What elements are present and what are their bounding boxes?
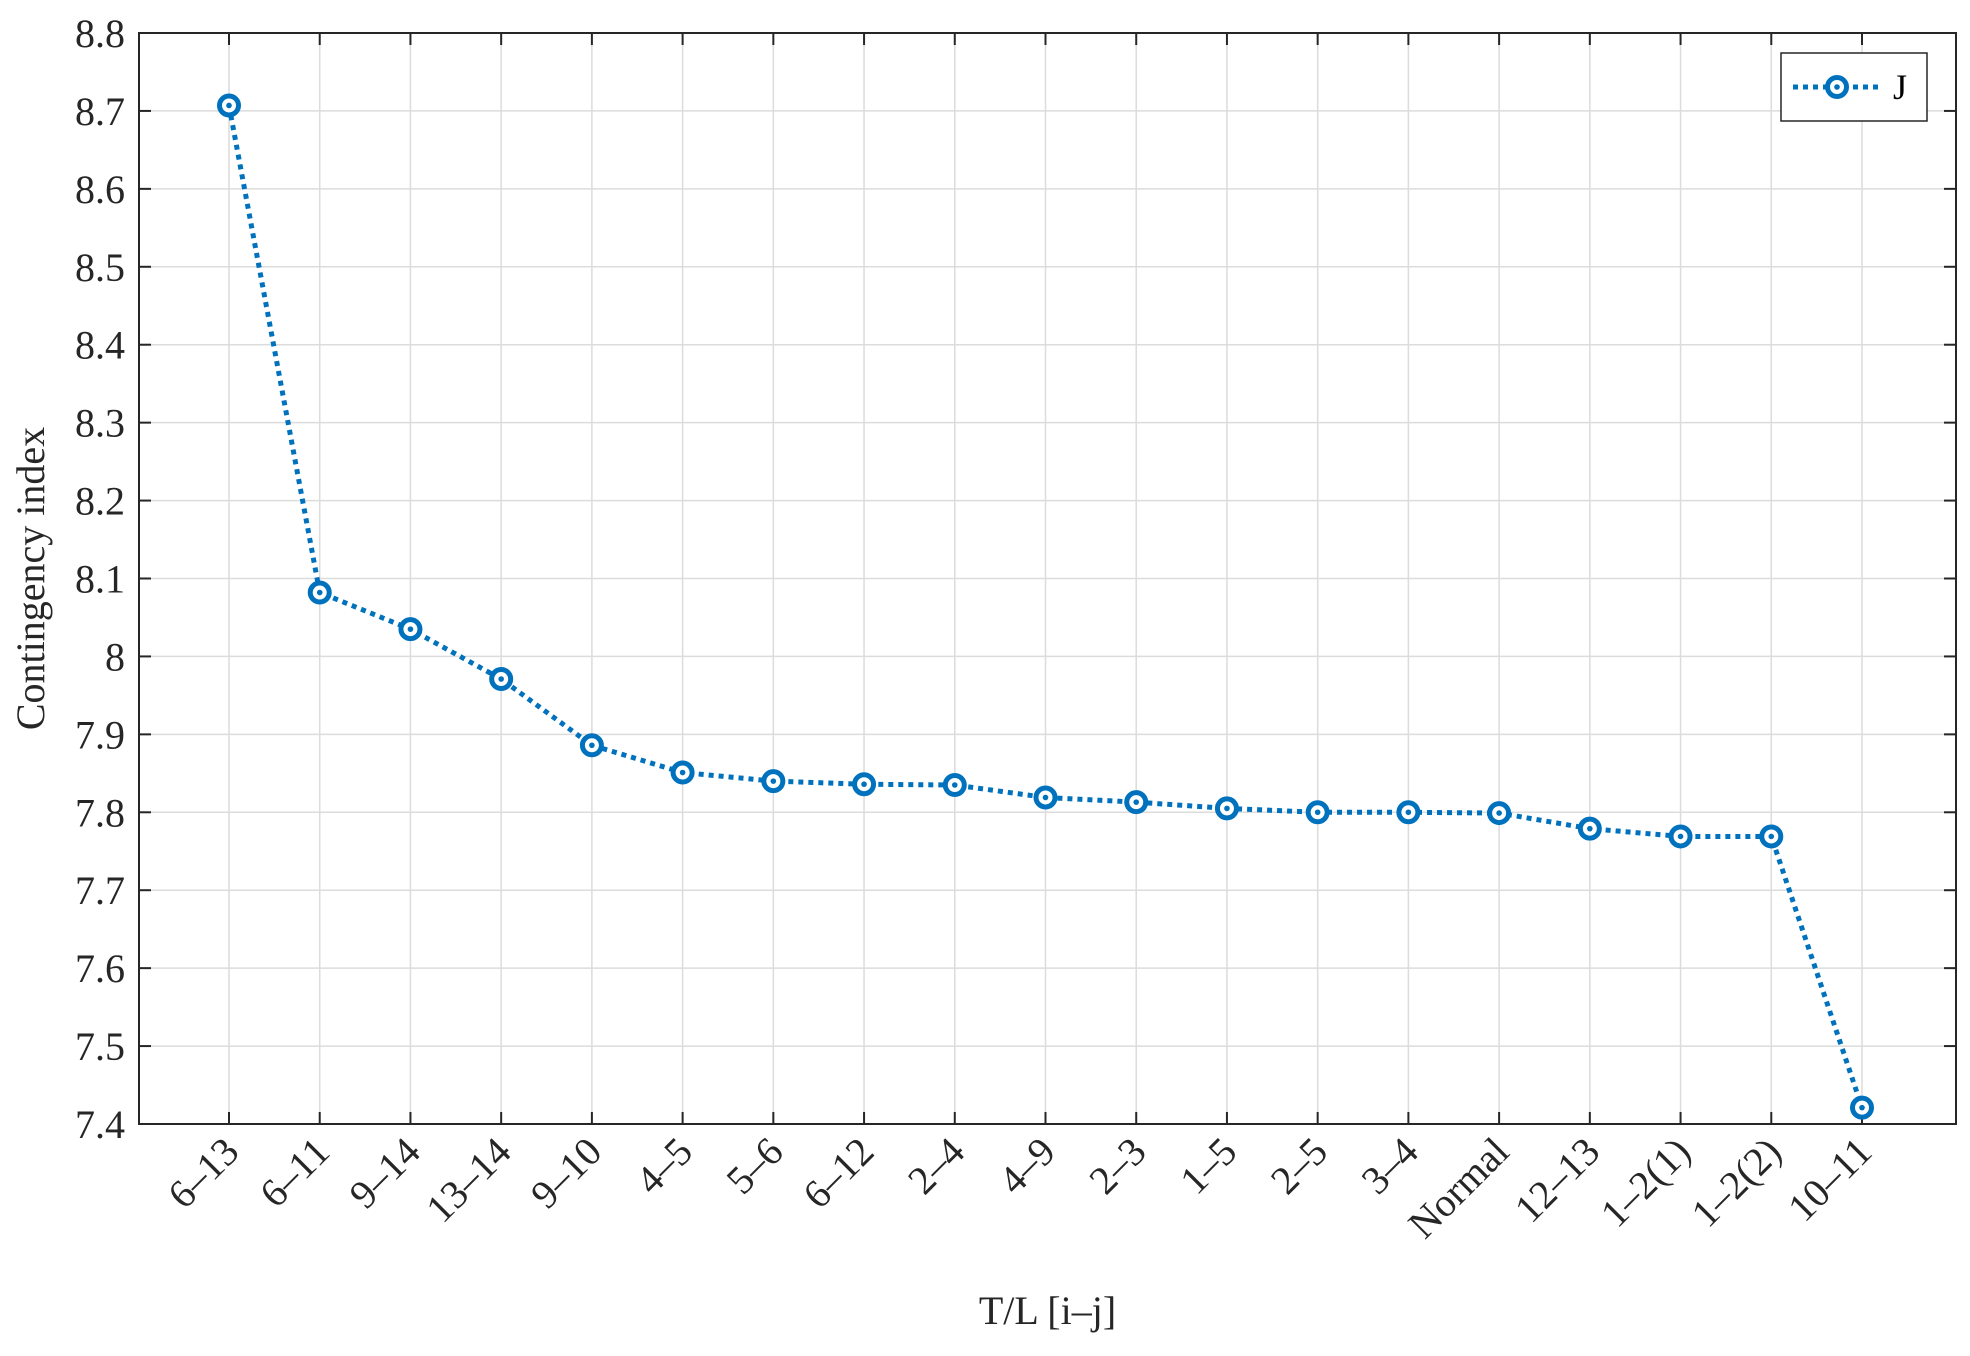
data-point-center <box>1042 794 1049 801</box>
y-tick-label: 8.4 <box>75 323 125 368</box>
x-tick-label: 6–11 <box>251 1129 338 1216</box>
x-tick-label: Normal <box>1399 1129 1517 1247</box>
y-tick-label: 8.7 <box>75 89 125 134</box>
x-tick-label: 6–12 <box>794 1129 882 1217</box>
y-tick-label: 8.5 <box>75 245 125 290</box>
x-tick-label: 9–14 <box>340 1129 428 1217</box>
x-tick-label: 2–3 <box>1080 1129 1154 1203</box>
data-point-center <box>1224 805 1230 812</box>
x-tick-label: 4–9 <box>990 1129 1064 1203</box>
data-point-center <box>226 102 232 109</box>
x-tick-label: 1–2(1) <box>1592 1129 1699 1236</box>
x-tick-label: 3–4 <box>1353 1129 1427 1203</box>
x-tick-label: 13–14 <box>417 1129 520 1232</box>
y-tick-label: 7.5 <box>75 1024 125 1069</box>
x-tick-label: 2–5 <box>1262 1129 1336 1203</box>
y-tick-label: 7.8 <box>75 790 125 835</box>
grid <box>139 32 1956 1125</box>
y-tick-label: 8 <box>105 634 125 679</box>
y-tick-labels: 7.4 7.5 7.6 7.7 7.8 7.9 8 8.1 8.2 8.3 8.4 8.5 8.6 8.7… <box>75 11 125 1147</box>
x-tick-label: 5–6 <box>717 1129 791 1203</box>
data-point-center <box>861 781 867 788</box>
legend-marker-dot <box>1834 84 1840 90</box>
data-point-center <box>589 742 595 749</box>
axis-ticks <box>139 32 1956 1125</box>
x-tick-label: 1–5 <box>1171 1129 1245 1203</box>
data-point-center <box>316 589 323 596</box>
data-point-center <box>770 778 777 784</box>
x-axis-label: T/L [i–j] <box>979 1288 1116 1333</box>
y-tick-label: 8.6 <box>75 167 125 212</box>
data-point-center <box>1768 833 1775 840</box>
data-point-center <box>1587 825 1593 832</box>
data-point-center <box>498 676 504 682</box>
data-point-center <box>951 782 958 788</box>
data-point-center <box>407 626 414 632</box>
data-point-center <box>1133 799 1140 805</box>
data-point-center <box>679 769 686 776</box>
y-tick-label: 7.7 <box>75 868 125 913</box>
x-tick-label: 12–13 <box>1506 1129 1609 1232</box>
x-tick-label: 9–10 <box>522 1129 610 1217</box>
data-point-center <box>1677 833 1684 840</box>
y-tick-label: 8.2 <box>75 479 125 524</box>
data-point-center <box>1859 1104 1865 1111</box>
x-tick-label: 6–13 <box>159 1129 247 1217</box>
y-tick-label: 8.1 <box>75 557 125 602</box>
data-point-center <box>1314 809 1321 816</box>
data-point-center <box>1405 809 1412 816</box>
y-tick-label: 8.3 <box>75 401 125 446</box>
y-tick-label: 8.8 <box>75 11 125 56</box>
legend: J <box>1780 52 1928 122</box>
plot-area-border <box>138 32 1957 1125</box>
data-point-center <box>1496 810 1502 816</box>
y-axis-label: Contingency index <box>8 427 53 730</box>
x-tick-label: 4–5 <box>627 1129 701 1203</box>
x-tick-label: 1–2(2) <box>1682 1129 1789 1236</box>
x-tick-label: 2–4 <box>899 1129 973 1203</box>
legend-entry-label: J <box>1893 67 1907 107</box>
y-tick-label: 7.4 <box>75 1102 125 1147</box>
y-tick-label: 7.9 <box>75 712 125 757</box>
y-tick-label: 7.6 <box>75 946 125 991</box>
series-layer <box>217 93 1874 1120</box>
x-tick-label: 10–11 <box>1779 1129 1880 1230</box>
